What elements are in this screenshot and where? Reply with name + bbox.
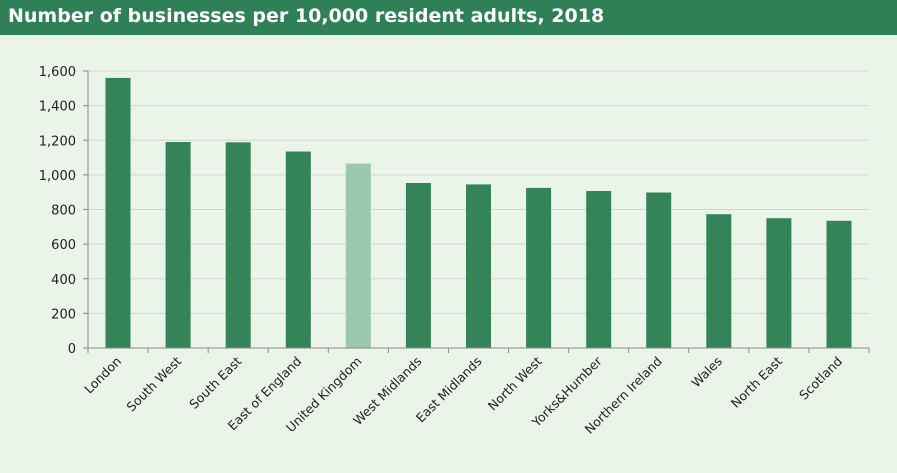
bar-south-east	[225, 142, 251, 348]
chart-title: Number of businesses per 10,000 resident…	[8, 5, 605, 27]
y-tick-label: 800	[51, 204, 76, 219]
x-tick-label: South East	[186, 353, 244, 411]
bar-east-of-england	[285, 151, 311, 348]
bar-south-west	[165, 142, 191, 348]
bar-northern-ireland	[646, 192, 672, 348]
bar-london	[105, 77, 131, 349]
bar-scotland	[826, 220, 852, 348]
bar-east-midlands	[466, 184, 491, 348]
bar-north-west	[526, 187, 552, 348]
y-tick-label: 1,400	[39, 100, 76, 115]
y-axis-ticks: 0 200 400 600 800 1,000 1,200 1,400 1,600	[39, 65, 88, 357]
bar-wales	[706, 214, 732, 348]
bars	[105, 77, 852, 349]
y-tick-label: 1,000	[39, 169, 76, 184]
y-tick-label: 0	[68, 342, 76, 357]
y-tick-label: 200	[51, 307, 76, 322]
x-tick-label: Scotland	[796, 354, 845, 403]
y-tick-label: 400	[51, 273, 76, 288]
bar-west-midlands	[405, 183, 431, 348]
x-tick-label: North West	[485, 353, 545, 413]
x-tick-label: London	[81, 354, 124, 397]
x-tick-label: South West	[123, 353, 184, 414]
y-tick-label: 1,200	[39, 134, 76, 149]
bar-north-east	[766, 218, 792, 348]
bar-united-kingdom	[345, 163, 371, 348]
x-tick-label: Wales	[688, 354, 725, 391]
y-tick-label: 1,600	[39, 65, 76, 80]
axes	[87, 71, 870, 353]
y-tick-label: 600	[51, 238, 76, 253]
x-tick-label: North East	[728, 353, 785, 410]
title-bar: Number of businesses per 10,000 resident…	[0, 0, 897, 35]
bar-yorks-humber	[586, 191, 612, 348]
